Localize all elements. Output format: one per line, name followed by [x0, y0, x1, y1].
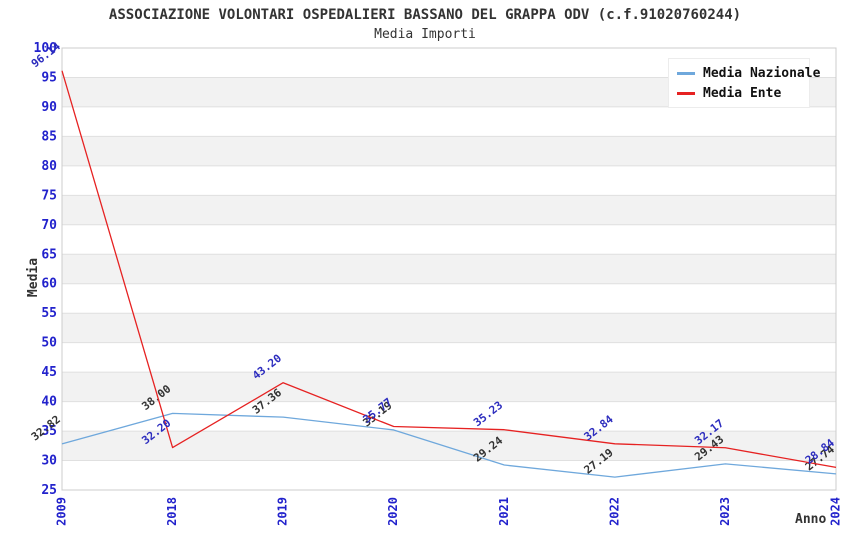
- plot-band: [62, 195, 836, 225]
- y-tick-label: 85: [41, 129, 57, 144]
- y-tick-label: 75: [41, 188, 57, 203]
- chart-title: ASSOCIAZIONE VOLONTARI OSPEDALIERI BASSA…: [108, 7, 742, 23]
- media-nazionale-line-swatch: [677, 71, 695, 75]
- legend-label: Media Nazionale: [703, 65, 821, 81]
- y-tick-label: 55: [41, 306, 57, 321]
- x-tick-label: 2019: [276, 497, 290, 526]
- y-tick-label: 45: [41, 365, 57, 380]
- x-tick-label: 2022: [607, 497, 621, 526]
- plot-band: [62, 372, 836, 402]
- y-tick-label: 70: [41, 218, 57, 233]
- y-axis-title: Media: [26, 257, 42, 298]
- y-tick-label: 25: [41, 483, 57, 498]
- x-tick-label: 2021: [497, 497, 511, 526]
- x-axis-title: Anno: [795, 512, 827, 527]
- plot-band: [62, 313, 836, 343]
- x-tick-label: 2009: [55, 497, 69, 526]
- y-tick-label: 95: [41, 70, 57, 85]
- y-tick-label: 35: [41, 424, 57, 439]
- y-tick-label: 50: [41, 336, 57, 351]
- chart-subtitle: Media Importi: [374, 27, 476, 42]
- y-tick-label: 30: [41, 454, 57, 469]
- plot-border: [61, 47, 837, 491]
- x-tick-label: 2018: [165, 497, 179, 526]
- legend-item-media-nazionale[interactable]: Media Nazionale: [677, 65, 820, 81]
- data-label: 35.23: [471, 399, 505, 430]
- legend-item-media-ente[interactable]: Media Ente: [677, 85, 801, 101]
- y-tick-label: 40: [41, 395, 57, 410]
- plot-band: [62, 254, 836, 284]
- y-tick-label: 90: [41, 100, 57, 115]
- series-line-media-ente[interactable]: [61, 70, 837, 469]
- x-tick-label: 2023: [718, 497, 732, 526]
- y-tick-label: 65: [41, 247, 57, 262]
- x-tick-label: 2024: [829, 497, 843, 526]
- media-ente-line-swatch: [677, 91, 695, 95]
- y-tick-label: 100: [34, 41, 58, 56]
- plot-band: [62, 431, 836, 461]
- y-tick-label: 60: [41, 277, 57, 292]
- legend: Media Nazionale Media Ente: [668, 58, 820, 108]
- y-tick-label: 80: [41, 159, 57, 174]
- plot-band: [62, 136, 836, 166]
- x-tick-label: 2020: [386, 497, 400, 526]
- series-line-media-nazionale[interactable]: [61, 412, 837, 478]
- legend-label: Media Ente: [703, 85, 782, 101]
